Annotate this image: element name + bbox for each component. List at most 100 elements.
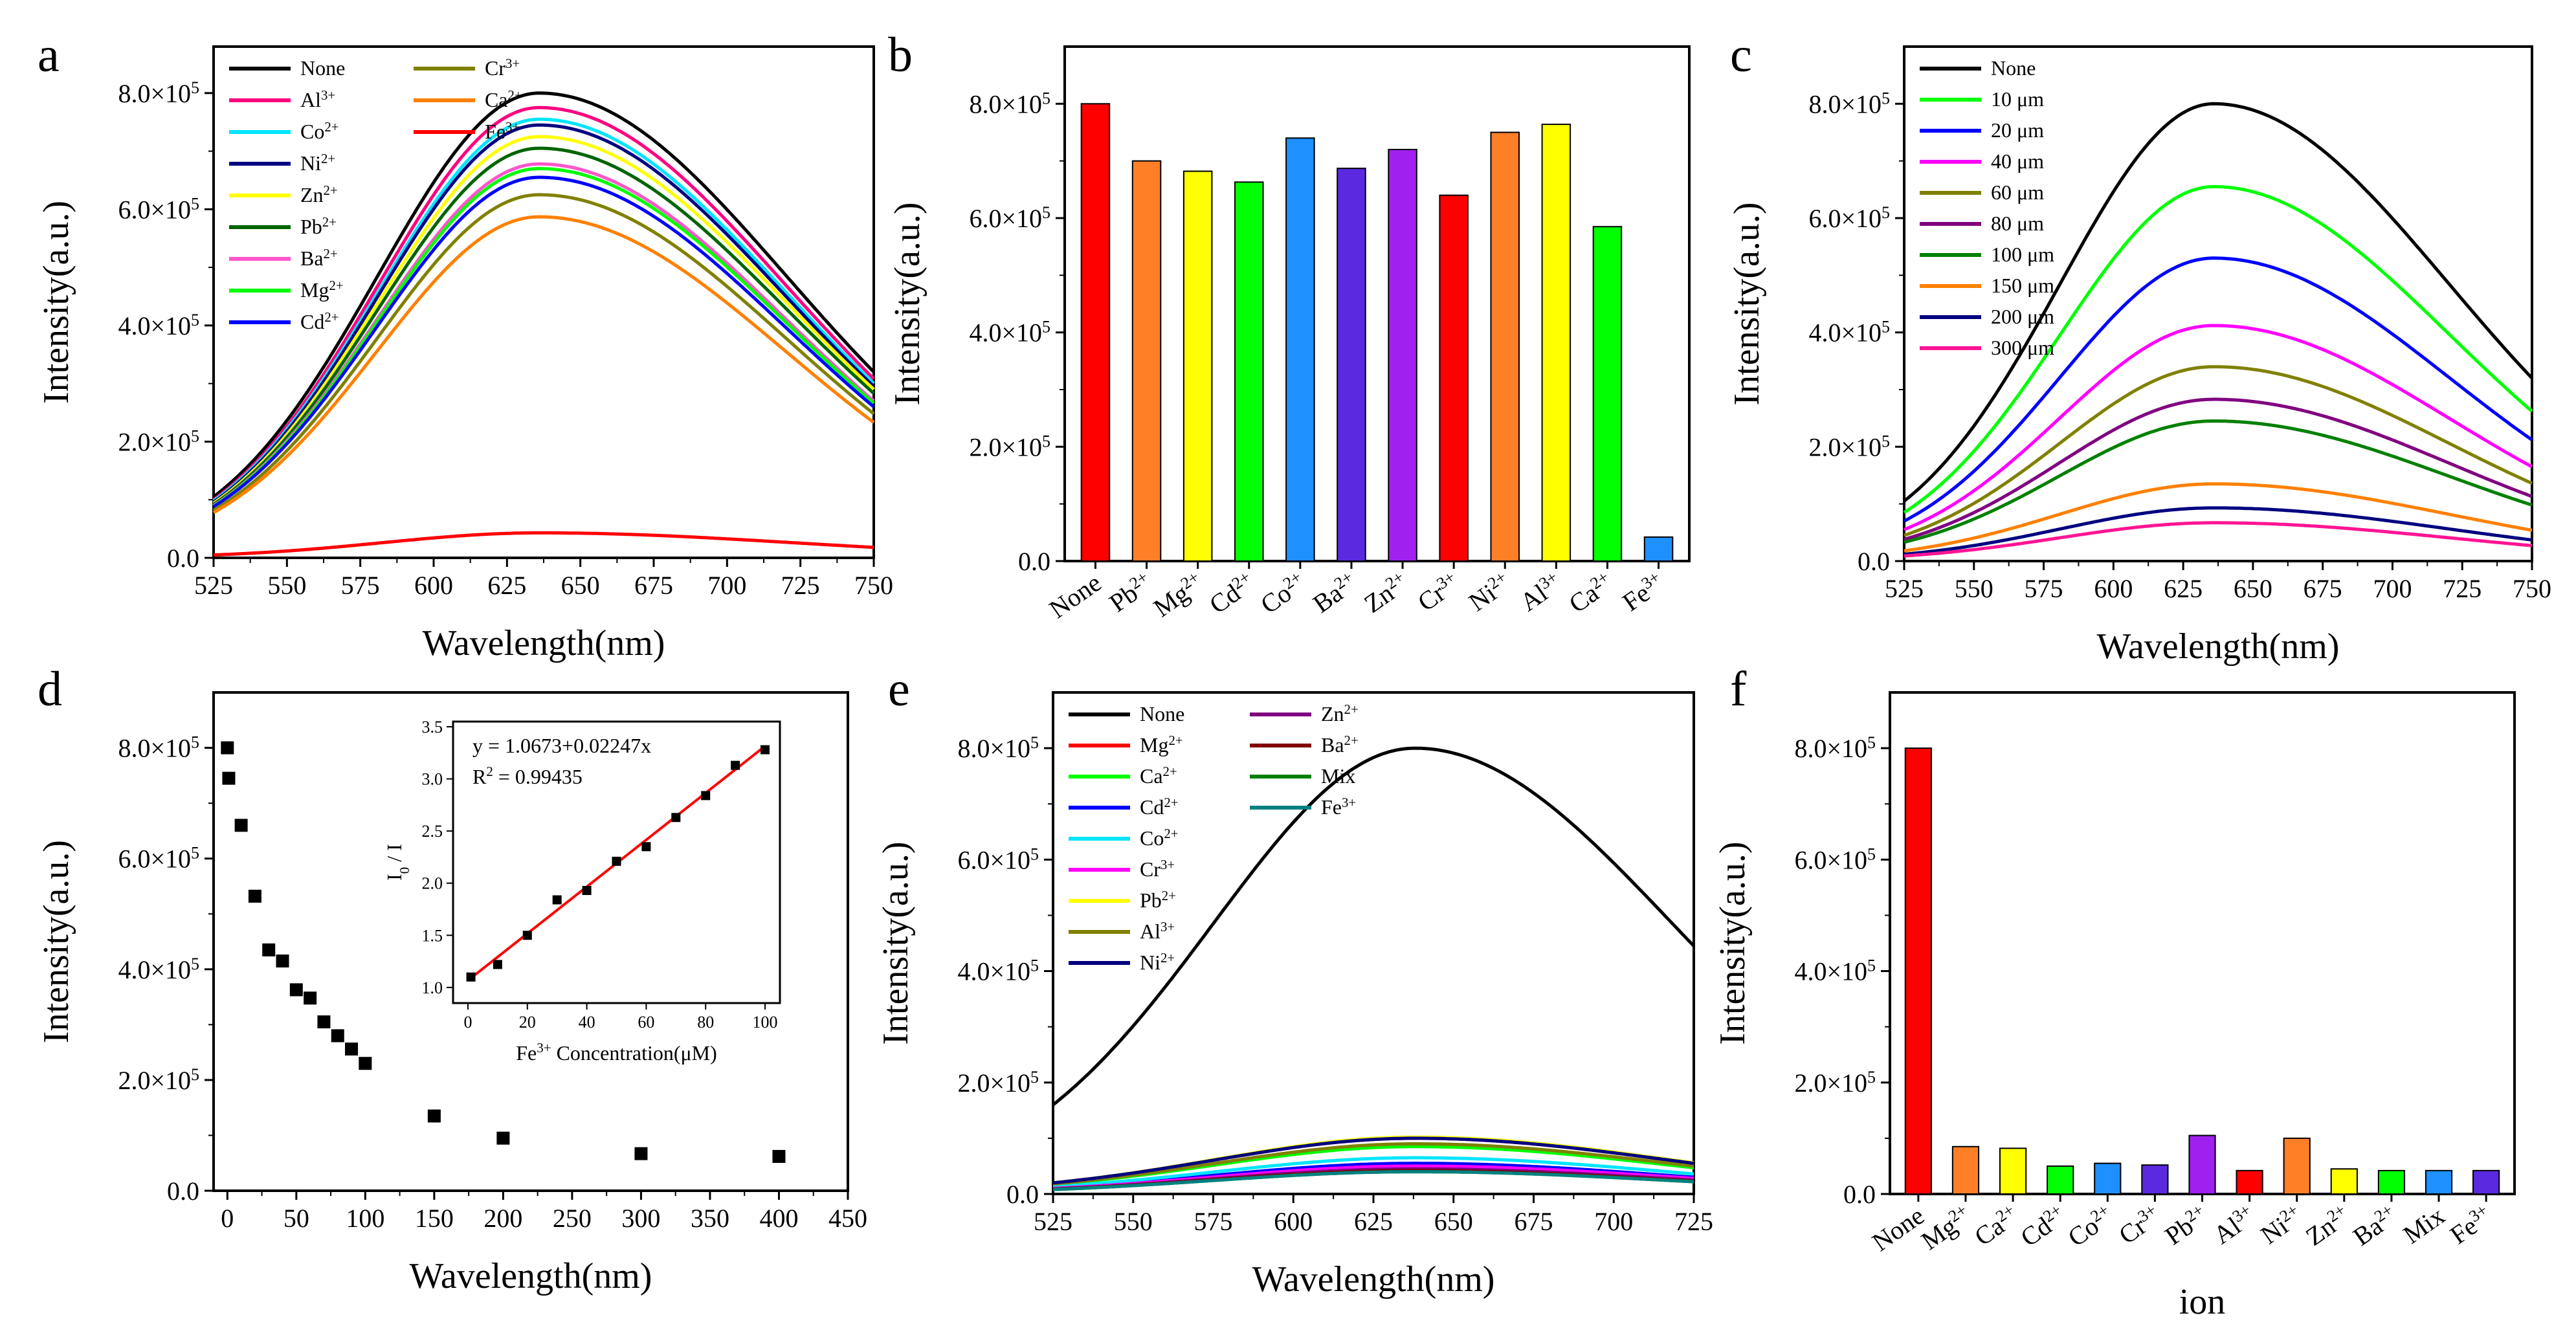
text-span: 5 — [1867, 1067, 1876, 1086]
inset-data-point — [761, 745, 770, 755]
text-span: 2+ — [1160, 951, 1175, 966]
text-span: None — [1140, 702, 1184, 725]
series-line-Cr — [212, 193, 875, 512]
y-tick-label: 2.0×105 — [118, 426, 199, 457]
legend-label: 150 μm — [1991, 274, 2054, 297]
x-tick-label: 625 — [2164, 574, 2203, 603]
text-span: 6.0 — [957, 845, 990, 874]
bar-Ni — [2283, 1137, 2311, 1195]
series-line-300-μm — [1904, 521, 2533, 558]
inset-y-tick-label: 3.5 — [422, 718, 443, 736]
x-category-label: Cr3+ — [2113, 1200, 2166, 1250]
text-span: 2+ — [329, 278, 343, 293]
text-span: ×10 — [150, 195, 191, 224]
x-category-label: Ba2+ — [1307, 567, 1362, 618]
legend-label: Ni2+ — [1140, 951, 1175, 975]
text-span: Mix — [1321, 764, 1355, 788]
x-category-label: Al3+ — [1514, 567, 1567, 617]
text-span: R — [472, 765, 487, 788]
x-tick-label: 525 — [194, 571, 233, 600]
data-point — [222, 771, 236, 785]
series-line-Pb — [212, 146, 875, 506]
text-span: 5 — [1882, 89, 1890, 107]
x-tick-label: 700 — [1594, 1207, 1633, 1236]
text-span: 5 — [191, 954, 199, 973]
text-span: Al — [1140, 920, 1160, 943]
text-span: Co — [1140, 826, 1164, 850]
text-span: Mg — [1140, 733, 1168, 757]
x-tick-label: 575 — [2025, 574, 2063, 603]
legend-label: Zn2+ — [1321, 702, 1359, 726]
inset-y-axis-label: I0 / I — [383, 844, 412, 881]
inset-x-tick-label: 0 — [463, 1013, 472, 1032]
text-span: 5 — [1030, 733, 1039, 752]
x-tick-label: 675 — [2304, 574, 2342, 603]
legend-label: Cr3+ — [1140, 857, 1175, 881]
x-axis-label: Wavelength(nm) — [423, 623, 665, 663]
bar-Al — [2236, 1169, 2263, 1195]
x-category-label: Fe3+ — [1617, 567, 1670, 617]
y-tick-label: 2.0×105 — [1794, 1067, 1876, 1098]
x-tick-label: 400 — [759, 1204, 798, 1233]
y-tick-label: 6.0×105 — [1808, 203, 1890, 234]
panel-a: a0.02.0×1054.0×1056.0×1058.0×105Intensit… — [36, 28, 893, 663]
y-tick-label: 2.0×105 — [969, 432, 1050, 462]
inset-x-tick-label: 100 — [753, 1013, 778, 1032]
text-span: 2+ — [322, 215, 337, 230]
text-span: ×10 — [1827, 1068, 1867, 1098]
x-tick-label: 625 — [1354, 1207, 1393, 1236]
legend-label: Cd2+ — [300, 310, 339, 334]
text-span: ×10 — [990, 957, 1030, 986]
x-category-label: Ni2+ — [1463, 567, 1516, 617]
text-span: 6.0 — [1808, 204, 1841, 233]
x-category-label: Fe3+ — [2444, 1200, 2497, 1250]
series-line-Zn — [212, 135, 875, 505]
inset-data-point — [582, 886, 592, 895]
x-axis-label: ion — [2179, 1282, 2226, 1322]
text-span: / I — [383, 844, 406, 867]
text-span: ×10 — [990, 1068, 1030, 1098]
data-point — [331, 1029, 344, 1043]
x-tick-label: 550 — [1955, 574, 1993, 603]
legend-label: 10 μm — [1991, 87, 2044, 111]
data-point — [427, 1109, 441, 1123]
plot-frame — [212, 691, 849, 1192]
bar-Co — [2094, 1162, 2122, 1195]
x-tick-label: 750 — [2513, 574, 2551, 603]
legend-label: 60 μm — [1991, 181, 2044, 204]
y-tick-label: 8.0×105 — [1808, 89, 1890, 119]
text-span: Mix — [2398, 1201, 2450, 1250]
x-category-label: Pb2+ — [1104, 567, 1158, 617]
bar-Mix — [2425, 1169, 2453, 1195]
plot-frame — [1063, 45, 1691, 562]
text-span: 5 — [1042, 89, 1050, 107]
y-tick-label: 6.0×105 — [969, 203, 1050, 234]
legend-label: Mg2+ — [1140, 733, 1183, 757]
x-category-label: None — [1044, 568, 1107, 624]
x-tick-label: 350 — [691, 1204, 729, 1233]
y-axis-label: Intensity(a.u.) — [1727, 202, 1767, 405]
text-span: Ba — [1321, 733, 1344, 757]
text-span: ×10 — [1001, 432, 1042, 461]
text-span: Al — [300, 88, 321, 111]
x-tick-label: 300 — [621, 1204, 660, 1233]
legend-label: Mix — [1321, 764, 1355, 788]
text-span: ×10 — [1841, 318, 1882, 348]
series-line-Cd — [212, 175, 875, 509]
series-line-None — [1052, 746, 1695, 1107]
text-span: Cr — [485, 56, 505, 80]
series-line-20-μm — [1903, 256, 2533, 523]
y-tick-label: 2.0×105 — [1808, 432, 1890, 462]
text-span: 6.0 — [118, 195, 150, 224]
data-point — [359, 1057, 372, 1070]
text-span: ×10 — [1001, 204, 1042, 233]
text-span: 2+ — [1162, 889, 1176, 903]
text-span: 2 — [486, 764, 493, 779]
data-point — [496, 1131, 510, 1145]
text-span: 5 — [1867, 956, 1876, 975]
text-span: ×10 — [1001, 318, 1042, 348]
x-tick-label: 650 — [2234, 574, 2272, 603]
inset-data-point — [466, 972, 476, 982]
text-span: 20 μm — [1991, 118, 2044, 142]
bar-Co — [1285, 137, 1315, 562]
